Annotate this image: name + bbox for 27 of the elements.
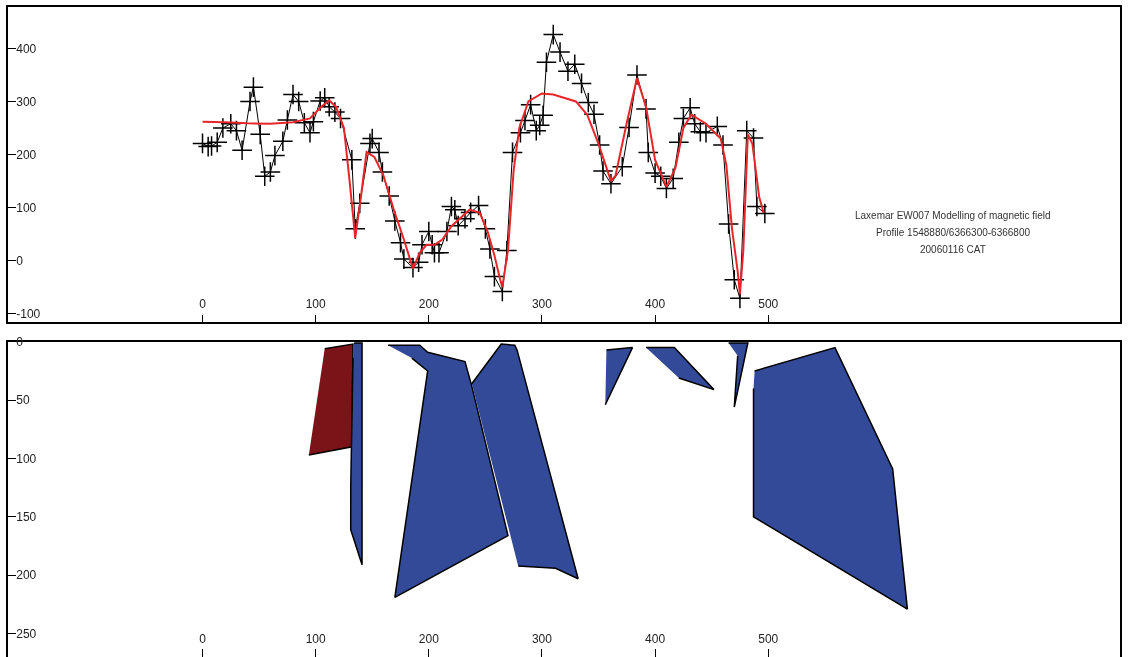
line-series [201, 77, 765, 296]
y-tick-label: 200 [16, 147, 37, 162]
x-tick-label: 0 [199, 297, 207, 312]
x-tick-label: 100 [305, 632, 326, 647]
y-tick-label: 0 [16, 253, 24, 268]
annotation: Profile 1548880/6366300-6366800 [876, 227, 1031, 238]
y-tick-label: 100 [16, 451, 37, 466]
annotation: Laxemar EW007 Modelling of magnetic field [855, 210, 1051, 221]
y-tick-label: 150 [16, 510, 37, 525]
x-tick-label: 400 [645, 632, 666, 647]
x-tick-label: 200 [418, 632, 440, 647]
x-tick-label: 500 [758, 632, 779, 647]
y-tick-label: 400 [16, 41, 37, 56]
x-tick-label: 100 [305, 297, 326, 312]
y-tick-label: -100 [16, 306, 41, 321]
x-tick-label: 400 [645, 297, 666, 312]
y-tick-label: 50 [16, 393, 30, 408]
x-tick-label: 500 [758, 297, 779, 312]
annotation: 20060116 CAT [920, 244, 986, 255]
y-tick-label: 200 [16, 568, 37, 583]
x-tick-label: 200 [418, 297, 440, 312]
x-tick-label: 0 [199, 632, 207, 647]
y-tick-label: 100 [16, 200, 37, 215]
y-tick-label: 300 [16, 94, 37, 109]
x-tick-label: 300 [531, 632, 553, 647]
x-tick-label: 300 [531, 297, 553, 312]
y-tick-label: 250 [16, 626, 37, 641]
